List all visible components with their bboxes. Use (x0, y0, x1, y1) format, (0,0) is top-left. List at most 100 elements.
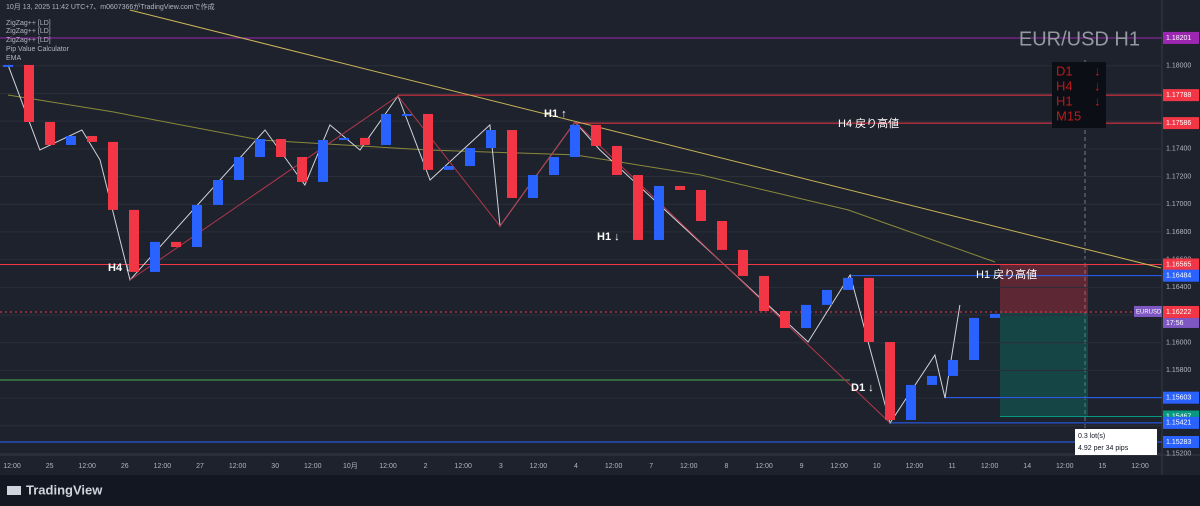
header: 10月 13, 2025 11:42 UTC+7、m0607366がTradin… (6, 2, 215, 11)
x-tick-label: 12:00 (755, 463, 773, 470)
y-tick-label: 1.15800 (1166, 367, 1191, 374)
indicator-line (129, 9, 1162, 269)
price-tag (1163, 31, 1199, 44)
candle (87, 135, 97, 142)
candle (654, 185, 664, 240)
x-tick-label: 4 (574, 463, 578, 470)
x-tick-label: 10月 (343, 462, 358, 470)
x-tick-label: 12:00 (680, 463, 698, 470)
candle (738, 249, 748, 276)
x-tick-label: 9 (800, 463, 804, 470)
candle (318, 139, 328, 182)
position-box (1075, 429, 1157, 455)
x-tick-label: 25 (46, 463, 54, 470)
trend-arrow: ↓ (1094, 78, 1101, 93)
candle (696, 189, 706, 221)
candle (612, 145, 622, 176)
countdown-tag (1163, 317, 1199, 328)
candle (906, 384, 916, 420)
candle (969, 317, 979, 361)
x-tick-label: 12:00 (379, 463, 397, 470)
candle (24, 64, 34, 122)
x-tick-label: 12:00 (3, 463, 21, 470)
candle (150, 241, 160, 272)
x-tick-label: 12:00 (830, 463, 848, 470)
plot (0, 9, 1162, 454)
annotation: H4 ↓ (108, 262, 131, 274)
candle (843, 277, 853, 290)
logo (7, 486, 21, 495)
candle (507, 130, 517, 199)
x-tick-label: 12:00 (1131, 463, 1149, 470)
target-zone (1000, 313, 1088, 416)
y-tick-label: 1.16000 (1166, 340, 1191, 347)
candle (927, 375, 937, 385)
price-tag-label: 1.16565 (1166, 261, 1191, 268)
y-tick-label: 1.18000 (1166, 63, 1191, 70)
indicator-line (129, 95, 891, 424)
candle (213, 180, 223, 205)
candle (45, 121, 55, 145)
price-tag (1163, 416, 1199, 429)
candle (822, 289, 832, 305)
chart-title: EUR/USD H1 (1019, 28, 1140, 50)
candle (465, 148, 475, 167)
price-tag-label: 1.15603 (1166, 395, 1191, 402)
x-tick-label: 26 (121, 463, 129, 470)
indicator-line (7, 94, 996, 263)
x-tick-label: 10 (873, 463, 881, 470)
x-tick-label: 30 (271, 463, 279, 470)
candle (633, 175, 643, 240)
x-tick-label: 12:00 (78, 463, 96, 470)
trend-arrow: ↓ (1094, 93, 1101, 108)
candle (801, 304, 811, 329)
candle (276, 139, 286, 158)
x-tick-label: 11 (948, 463, 955, 470)
y-tick-label: 1.15200 (1166, 450, 1191, 457)
x-tick-label: 12:00 (981, 463, 999, 470)
price-tag (1163, 305, 1199, 318)
x-tick-label: 27 (196, 463, 204, 470)
x-tick-label: 8 (724, 463, 728, 470)
price-tag (1163, 89, 1199, 102)
trend-tf: H1 (1056, 93, 1073, 108)
candle (360, 137, 370, 145)
price-tag-label: 1.16484 (1166, 273, 1191, 280)
price-tag-label: 1.15467 (1166, 413, 1191, 420)
price-tag-label: 1.17788 (1166, 92, 1191, 99)
annotation: H1 ↑ (544, 108, 567, 120)
candle (108, 141, 118, 210)
x-tick-label: 12:00 (530, 463, 548, 470)
annotation: H1 ↓ (597, 231, 620, 243)
x-tick-label: 12:00 (229, 463, 247, 470)
candle (759, 275, 769, 311)
candle (255, 139, 265, 158)
trend-tf: M15 (1056, 108, 1081, 123)
candle (171, 241, 181, 248)
x-tick-label: 7 (649, 463, 653, 470)
price-tag-label: 1.18201 (1166, 35, 1191, 42)
candle (885, 342, 895, 420)
stop-zone (1000, 265, 1088, 313)
candle (339, 137, 349, 140)
candle (129, 209, 139, 272)
candle (486, 130, 496, 149)
symbol-tag (1134, 305, 1162, 317)
x-tick-label: 2 (424, 463, 428, 470)
trend-tf: D1 (1056, 63, 1073, 78)
price-tag-label: 1.17586 (1166, 120, 1191, 127)
candle (234, 157, 244, 181)
candle (948, 360, 958, 376)
indicator: ZigZag++ [LD] (6, 20, 51, 27)
candle (717, 220, 727, 250)
indicator: ZigZag++ [LD] (6, 28, 51, 35)
candle (66, 135, 76, 145)
y-tick-label: 1.16800 (1166, 229, 1191, 236)
indicator: Pip Value Calculator (6, 46, 70, 53)
annotation: D1 ↓ (851, 382, 874, 394)
candle (402, 113, 412, 116)
trend-tf: H4 (1056, 78, 1073, 93)
price-tag (1163, 269, 1199, 282)
trend-panel (1052, 62, 1106, 128)
